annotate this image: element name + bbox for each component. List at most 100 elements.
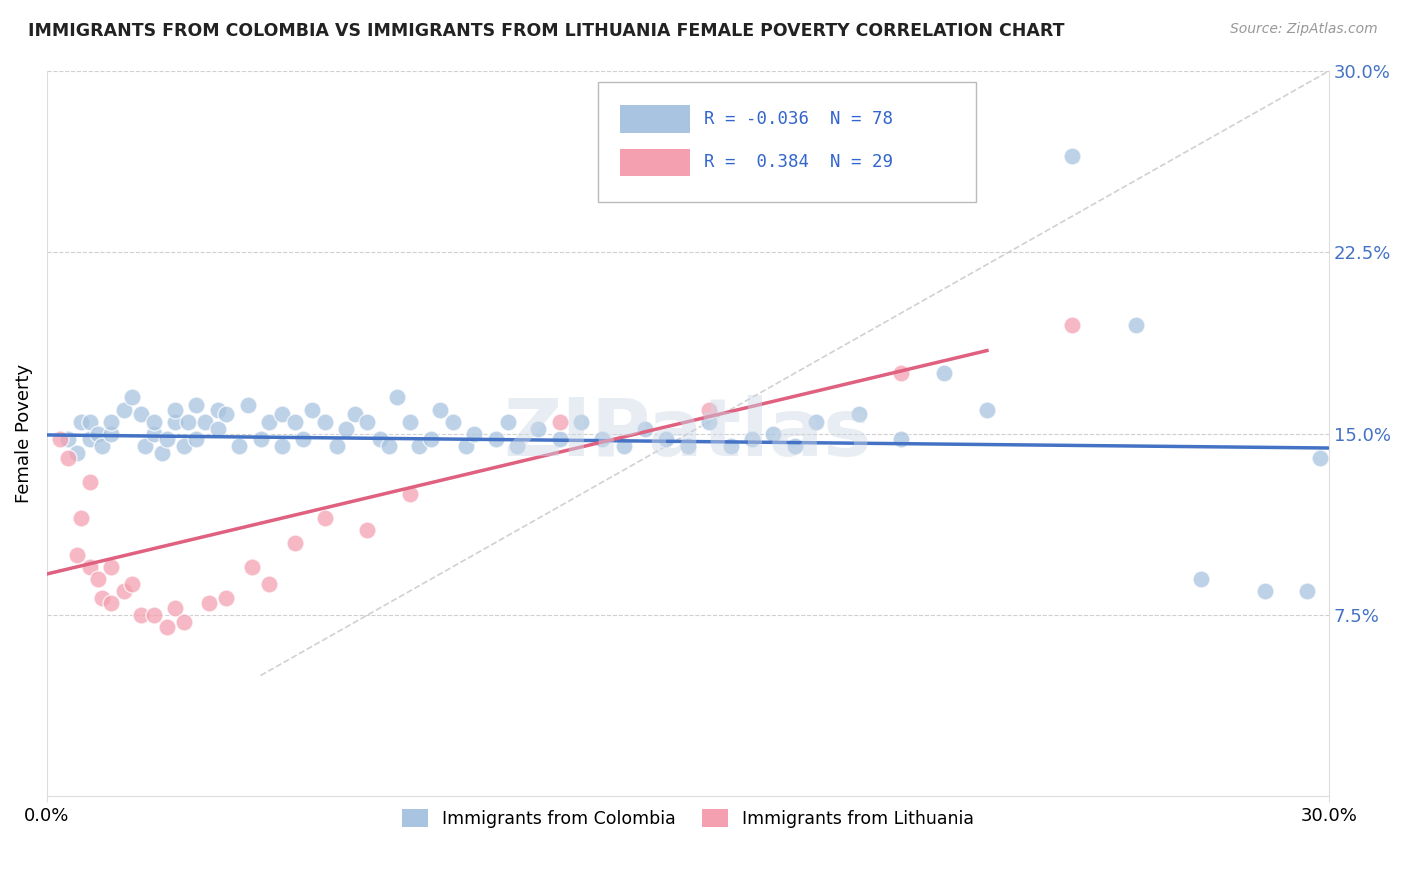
Point — [284, 535, 307, 549]
Point — [454, 439, 477, 453]
Point — [112, 402, 135, 417]
Point — [70, 415, 93, 429]
Point — [377, 439, 399, 453]
Point — [215, 408, 238, 422]
Point — [848, 408, 870, 422]
Point — [463, 426, 485, 441]
Point — [236, 398, 259, 412]
Point — [484, 432, 506, 446]
Point — [79, 432, 101, 446]
Point — [142, 426, 165, 441]
Point — [112, 583, 135, 598]
Point — [441, 415, 464, 429]
Point — [66, 446, 89, 460]
Point — [1062, 318, 1084, 332]
Point — [155, 432, 177, 446]
Point — [527, 422, 550, 436]
Point — [129, 408, 152, 422]
Point — [249, 432, 271, 446]
Point — [207, 422, 229, 436]
Point — [48, 432, 70, 446]
Point — [79, 415, 101, 429]
Point — [655, 432, 678, 446]
FancyBboxPatch shape — [598, 82, 976, 202]
Point — [399, 415, 422, 429]
Legend: Immigrants from Colombia, Immigrants from Lithuania: Immigrants from Colombia, Immigrants fro… — [395, 802, 980, 835]
Bar — [620, 105, 690, 133]
Point — [976, 402, 998, 417]
Point — [207, 402, 229, 417]
Point — [240, 559, 263, 574]
Point — [741, 432, 763, 446]
Point — [134, 439, 156, 453]
Point — [548, 415, 571, 429]
Point — [257, 576, 280, 591]
Point — [326, 439, 349, 453]
Point — [762, 426, 785, 441]
Point — [676, 439, 699, 453]
Bar — [620, 149, 690, 177]
Point — [257, 415, 280, 429]
Point — [1062, 149, 1084, 163]
Point — [173, 439, 195, 453]
Point — [356, 415, 378, 429]
Text: Source: ZipAtlas.com: Source: ZipAtlas.com — [1230, 22, 1378, 37]
Point — [198, 596, 221, 610]
Y-axis label: Female Poverty: Female Poverty — [15, 364, 32, 503]
Point — [301, 402, 323, 417]
Point — [284, 415, 307, 429]
Point — [804, 415, 827, 429]
Point — [1253, 583, 1275, 598]
Point — [314, 415, 336, 429]
Point — [155, 620, 177, 634]
Point — [79, 475, 101, 489]
Point — [129, 608, 152, 623]
Point — [177, 415, 200, 429]
Point — [150, 446, 173, 460]
Point — [1189, 572, 1212, 586]
Point — [1125, 318, 1147, 332]
Point — [569, 415, 592, 429]
Text: R =  0.384  N = 29: R = 0.384 N = 29 — [704, 153, 893, 171]
Point — [87, 426, 110, 441]
Point — [506, 439, 529, 453]
Point — [165, 600, 187, 615]
Point — [100, 415, 122, 429]
Point — [591, 432, 613, 446]
Point — [91, 439, 114, 453]
Point — [1296, 583, 1319, 598]
Point — [720, 439, 742, 453]
Point — [100, 596, 122, 610]
Point — [142, 415, 165, 429]
Point — [292, 432, 315, 446]
Point — [548, 432, 571, 446]
Point — [429, 402, 451, 417]
Point — [58, 450, 80, 465]
Point — [194, 415, 217, 429]
Point — [79, 559, 101, 574]
Text: ZIPatlas: ZIPatlas — [503, 395, 872, 473]
Point — [387, 391, 409, 405]
Point — [498, 415, 520, 429]
Point — [697, 402, 720, 417]
Point — [70, 511, 93, 525]
Point — [1309, 450, 1331, 465]
Text: R = -0.036  N = 78: R = -0.036 N = 78 — [704, 110, 893, 128]
Text: IMMIGRANTS FROM COLOMBIA VS IMMIGRANTS FROM LITHUANIA FEMALE POVERTY CORRELATION: IMMIGRANTS FROM COLOMBIA VS IMMIGRANTS F… — [28, 22, 1064, 40]
Point — [58, 432, 80, 446]
Point — [186, 432, 208, 446]
Point — [91, 591, 114, 606]
Point — [613, 439, 636, 453]
Point — [270, 439, 292, 453]
Point — [335, 422, 357, 436]
Point — [634, 422, 657, 436]
Point — [186, 398, 208, 412]
Point — [368, 432, 391, 446]
Point — [121, 576, 143, 591]
Point — [165, 402, 187, 417]
Point — [173, 615, 195, 630]
Point — [66, 548, 89, 562]
Point — [100, 426, 122, 441]
Point — [934, 366, 956, 380]
Point — [697, 415, 720, 429]
